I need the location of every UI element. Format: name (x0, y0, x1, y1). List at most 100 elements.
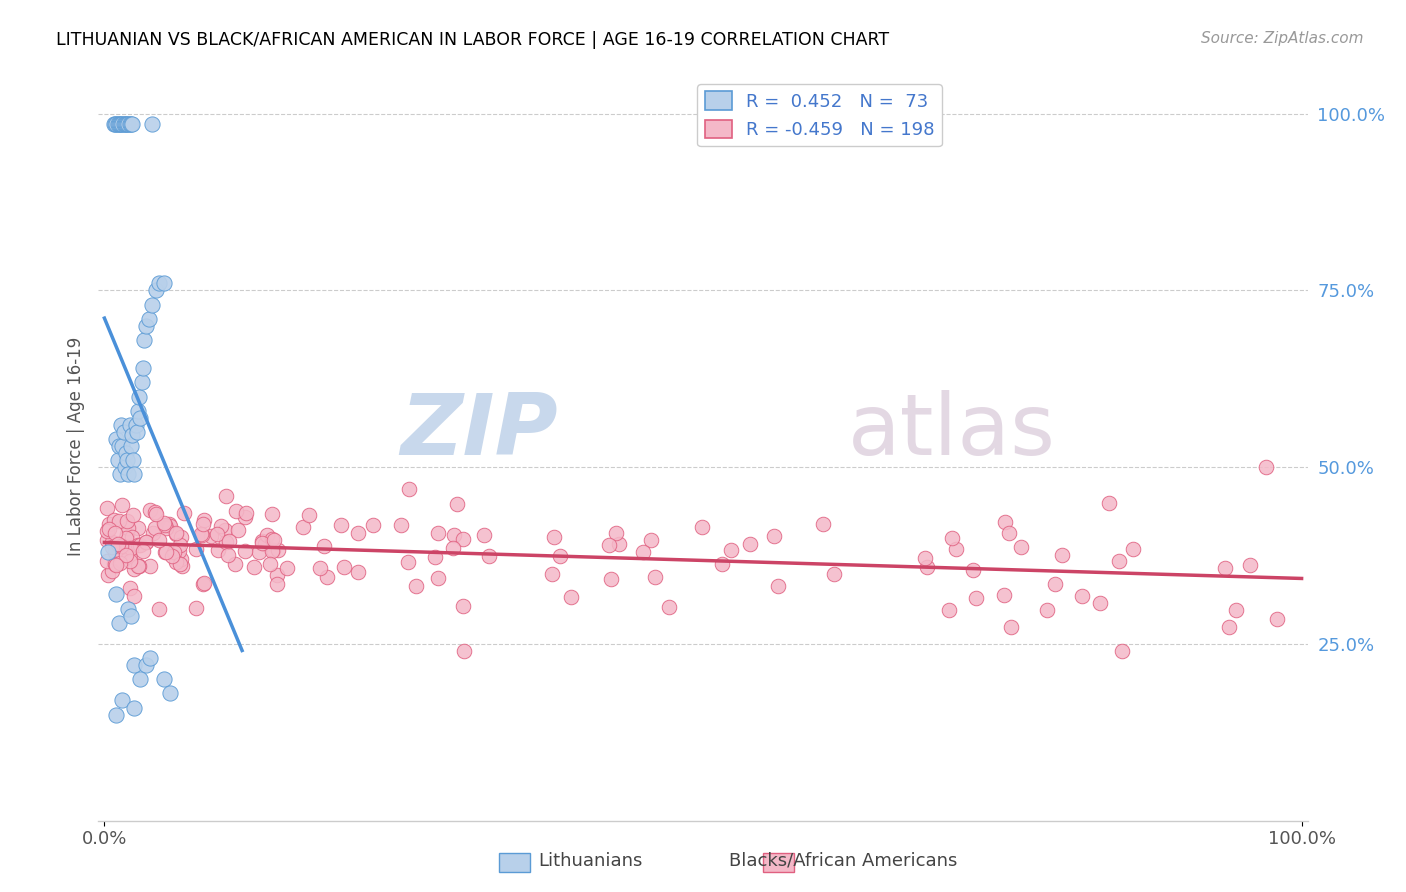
Point (1098, 495, 1121, 509)
Point (105, 587, 128, 601)
Point (169, 558, 191, 572)
Point (96, 533, 118, 547)
Point (129, 673, 152, 687)
Point (96, 500, 118, 515)
Point (453, 644, 475, 658)
Point (124, 700, 146, 714)
Point (169, 538, 191, 552)
Text: LITHUANIAN VS BLACK/AFRICAN AMERICAN IN LABOR FORCE | AGE 16-19 CORRELATION CHAR: LITHUANIAN VS BLACK/AFRICAN AMERICAN IN … (56, 31, 890, 49)
Point (262, 544, 284, 558)
Point (135, 318, 157, 333)
Point (1254, 460, 1277, 475)
Point (104, 557, 127, 571)
Point (441, 541, 464, 555)
Point (263, 533, 285, 547)
Point (233, 544, 256, 558)
Point (115, 117, 138, 131)
Point (226, 524, 249, 538)
Point (472, 527, 495, 541)
Point (107, 117, 129, 131)
Point (1239, 558, 1261, 572)
Point (127, 558, 149, 573)
Point (141, 117, 163, 131)
Text: ZIP: ZIP (401, 390, 558, 473)
Point (644, 570, 666, 584)
Point (138, 311, 160, 326)
Point (235, 507, 257, 521)
Point (101, 564, 124, 578)
Point (122, 562, 145, 576)
Point (107, 117, 129, 131)
Point (118, 117, 141, 131)
Point (139, 503, 162, 517)
Point (110, 540, 132, 554)
Point (915, 559, 938, 574)
Point (115, 117, 138, 131)
Point (1010, 541, 1032, 555)
Point (107, 453, 129, 467)
Point (1225, 603, 1247, 617)
Point (145, 284, 167, 298)
Point (127, 558, 149, 573)
Point (103, 557, 125, 571)
Point (191, 577, 214, 591)
Point (115, 540, 138, 554)
Point (129, 410, 152, 425)
Point (120, 117, 142, 131)
Point (398, 482, 420, 496)
Point (127, 521, 149, 535)
Point (163, 544, 186, 558)
Point (165, 555, 187, 569)
Point (117, 117, 139, 131)
Point (103, 513, 125, 527)
Point (97, 568, 120, 582)
Point (159, 519, 181, 533)
Point (141, 298, 163, 312)
Point (121, 508, 143, 522)
Point (1122, 541, 1144, 556)
Point (598, 538, 620, 552)
Point (215, 488, 238, 502)
Point (121, 428, 143, 442)
Point (96, 554, 118, 568)
Point (135, 658, 157, 673)
Point (160, 549, 183, 563)
Point (115, 548, 138, 562)
Point (823, 567, 845, 582)
Point (173, 506, 195, 520)
Point (217, 548, 239, 562)
Point (98, 517, 121, 532)
Point (423, 549, 446, 564)
Point (1088, 596, 1111, 610)
Point (170, 558, 193, 573)
Point (118, 417, 141, 432)
Point (111, 117, 134, 131)
Point (121, 530, 143, 544)
Point (1052, 548, 1074, 562)
Point (153, 277, 176, 291)
Point (115, 446, 138, 460)
Point (427, 571, 450, 585)
Point (107, 537, 129, 551)
Point (914, 550, 936, 565)
Point (117, 467, 139, 482)
Point (124, 417, 146, 432)
Point (110, 417, 132, 432)
Point (120, 581, 142, 595)
Point (560, 590, 582, 604)
Point (96, 524, 118, 538)
Point (811, 516, 834, 531)
Point (104, 117, 127, 131)
Point (250, 536, 273, 550)
Point (128, 390, 150, 404)
Point (110, 545, 132, 559)
Point (184, 541, 207, 556)
Point (105, 707, 128, 722)
Point (127, 403, 149, 417)
Legend: R =  0.452   N =  73, R = -0.459   N = 198: R = 0.452 N = 73, R = -0.459 N = 198 (697, 84, 942, 146)
Point (1036, 603, 1059, 617)
Point (453, 532, 475, 546)
Point (550, 549, 572, 563)
Point (193, 576, 215, 591)
Point (114, 460, 136, 475)
